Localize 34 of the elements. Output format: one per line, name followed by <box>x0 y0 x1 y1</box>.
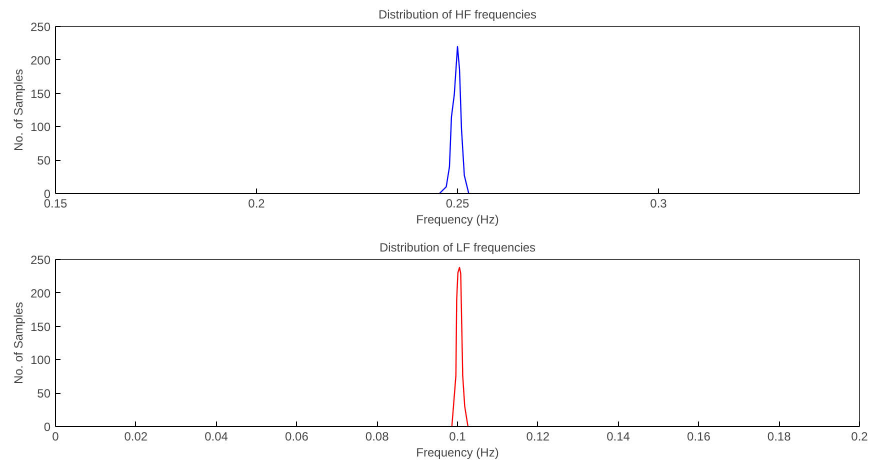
y-tick-label: 50 <box>37 386 51 401</box>
y-tick-label: 250 <box>30 253 51 267</box>
line-series <box>438 46 470 194</box>
x-tick-label: 0.18 <box>767 430 792 444</box>
x-tick-label: 0.2 <box>851 430 868 444</box>
x-tick-label: 0.3 <box>650 196 668 210</box>
x-tick-label: 0.04 <box>204 430 228 444</box>
x-tick-label: 0.08 <box>365 430 390 444</box>
y-tick-label: 150 <box>30 86 51 101</box>
x-tick-label: 0.02 <box>124 430 148 444</box>
y-tick-label: 100 <box>30 120 51 134</box>
y-tick-label: 150 <box>30 320 51 334</box>
x-tick-label: 0.15 <box>44 196 68 210</box>
x-tick-label: 0.16 <box>687 430 711 444</box>
y-tick-label: 100 <box>30 353 51 368</box>
y-tick-label: 50 <box>37 154 51 168</box>
y-axis-title: No. of Samples <box>11 302 26 384</box>
chart-title: Distribution of HF frequencies <box>378 8 537 22</box>
x-tick-label: 0.25 <box>446 196 470 210</box>
x-tick-label: 0.12 <box>526 430 550 444</box>
y-tick-label: 250 <box>30 20 51 34</box>
x-axis-title: Frequency (Hz) <box>416 446 499 460</box>
x-tick-label: 0.1 <box>449 430 466 444</box>
chart-title: Distribution of LF frequencies <box>379 240 536 254</box>
y-tick-label: 200 <box>30 286 51 300</box>
y-tick-label: 200 <box>30 53 51 68</box>
x-axis-title: Frequency (Hz) <box>416 212 499 226</box>
y-tick-label: 0 <box>44 420 51 434</box>
line-series <box>451 266 469 426</box>
x-tick-label: 0.2 <box>248 196 266 210</box>
y-axis-title: No. of Samples <box>11 68 26 152</box>
x-tick-label: 0.14 <box>606 430 630 444</box>
x-tick-label: 0 <box>52 430 60 444</box>
x-tick-label: 0.06 <box>285 430 309 444</box>
